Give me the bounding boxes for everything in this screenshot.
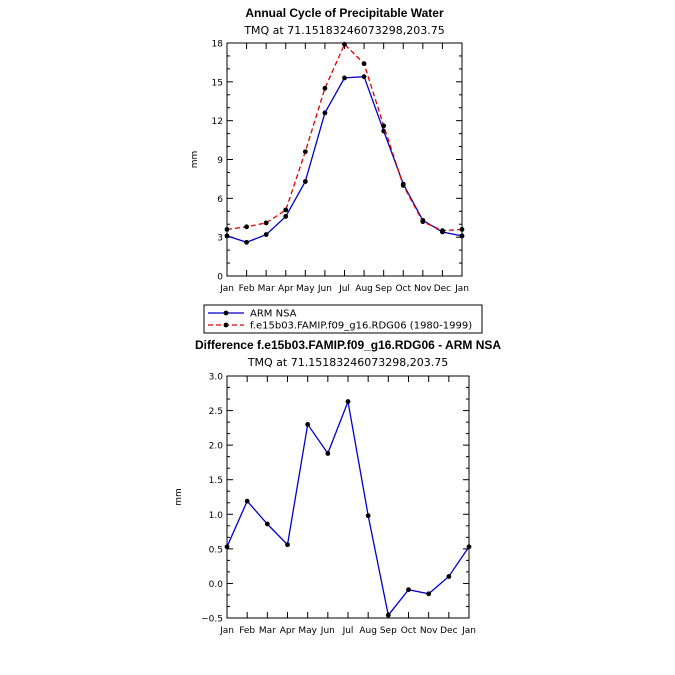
data-point xyxy=(322,110,328,116)
data-point xyxy=(283,214,289,219)
legend-label-1: ARM NSA xyxy=(250,309,297,320)
data-point xyxy=(325,451,331,456)
x-tick-label: Sep xyxy=(375,284,392,294)
legend-box xyxy=(203,304,483,334)
y-tick-label: 18 xyxy=(212,40,224,50)
data-point xyxy=(244,239,249,245)
x-tick-label: Jan xyxy=(454,284,469,294)
x-tick-label: Mar xyxy=(258,284,275,294)
chart-title: Annual Cycle of Precipitable Water xyxy=(245,6,444,20)
y-tick-label: 15 xyxy=(212,78,223,88)
x-tick-label: Jul xyxy=(342,626,354,636)
y-tick-label: 12 xyxy=(212,117,223,127)
y-tick-label: 6 xyxy=(217,195,223,205)
chart-subtitle: TMQ at 71.15183246073298,203.75 xyxy=(243,24,444,37)
data-point xyxy=(322,85,328,91)
x-tick-label: Apr xyxy=(280,626,296,636)
y-axis-label: mm xyxy=(174,488,184,506)
data-point xyxy=(365,513,371,519)
x-tick-label: Jul xyxy=(338,284,350,294)
data-point xyxy=(302,179,308,184)
x-tick-label: Jan xyxy=(461,626,476,636)
data-point xyxy=(385,612,391,618)
chart-subtitle: TMQ at 71.15183246073298,203.75 xyxy=(247,356,448,369)
x-tick-label: Nov xyxy=(420,626,438,636)
data-point xyxy=(345,399,351,404)
x-tick-label: Mar xyxy=(259,626,276,636)
data-point xyxy=(302,149,308,155)
y-tick-label: 0.5 xyxy=(209,545,223,555)
data-point xyxy=(342,75,347,81)
series-line-1 xyxy=(226,76,463,243)
data-point xyxy=(283,207,289,213)
y-axis-label: mm xyxy=(190,151,200,169)
x-tick-label: Jan xyxy=(219,626,234,636)
data-point xyxy=(426,591,432,597)
data-point xyxy=(400,182,406,188)
x-tick-label: Dec xyxy=(434,284,451,294)
x-tick-label: Nov xyxy=(414,284,432,294)
x-tick-label: Jun xyxy=(317,284,332,294)
x-tick-label: May xyxy=(296,284,315,294)
y-tick-label: 0 xyxy=(217,273,223,283)
y-tick-label: 9 xyxy=(217,156,223,166)
data-point xyxy=(459,233,465,239)
x-tick-label: Apr xyxy=(278,284,294,294)
plot-frame xyxy=(226,375,470,619)
data-point xyxy=(244,224,249,230)
chart-2: Difference f.e15b03.FAMIP.f09_g16.RDG06 … xyxy=(174,338,501,636)
data-point xyxy=(440,228,445,234)
y-tick-label: 0.0 xyxy=(209,580,224,590)
data-point xyxy=(285,542,290,548)
y-tick-label: 2.5 xyxy=(209,407,223,417)
x-tick-label: May xyxy=(298,626,317,636)
series-line-2 xyxy=(226,43,463,232)
data-point xyxy=(224,544,230,550)
chart-1: Annual Cycle of Precipitable Water TMQ at… xyxy=(190,6,483,334)
x-tick-label: Feb xyxy=(239,284,255,294)
y-tick-label: 1.5 xyxy=(209,476,223,486)
x-tick-label: Oct xyxy=(401,626,417,636)
data-point xyxy=(224,227,230,232)
data-point xyxy=(446,574,452,579)
data-point xyxy=(224,233,230,239)
legend-label-2: f.e15b03.FAMIP.f09_g16.RDG06 (1980-1999) xyxy=(250,321,472,332)
x-tick-label: Sep xyxy=(380,626,397,636)
y-tick-label: 1.0 xyxy=(209,511,224,521)
data-point xyxy=(361,61,367,67)
x-tick-label: Dec xyxy=(440,626,457,636)
y-tick-label: 2.0 xyxy=(209,442,224,452)
chart-title: Difference f.e15b03.FAMIP.f09_g16.RDG06 … xyxy=(195,338,501,352)
data-point xyxy=(342,41,347,47)
x-tick-label: Aug xyxy=(359,626,377,636)
data-point xyxy=(263,232,269,237)
data-point xyxy=(263,220,269,226)
data-point xyxy=(420,219,426,225)
legend-marker xyxy=(223,310,229,316)
x-tick-label: Jan xyxy=(219,284,234,294)
legend-marker xyxy=(223,322,229,328)
y-tick-label: 3 xyxy=(217,234,223,244)
y-tick-label: 3.0 xyxy=(209,373,224,383)
x-tick-label: Feb xyxy=(239,626,255,636)
data-point xyxy=(264,521,270,527)
data-point xyxy=(381,123,387,129)
x-tick-label: Aug xyxy=(355,284,373,294)
x-tick-label: Oct xyxy=(395,284,411,294)
data-point xyxy=(459,227,465,232)
data-point xyxy=(244,498,250,504)
data-point xyxy=(361,74,367,80)
x-tick-label: Jun xyxy=(320,626,335,636)
data-point xyxy=(466,544,472,550)
y-tick-label: −0.5 xyxy=(201,615,223,625)
data-point xyxy=(305,422,311,427)
data-point xyxy=(406,587,411,593)
series-line-1 xyxy=(226,399,470,617)
